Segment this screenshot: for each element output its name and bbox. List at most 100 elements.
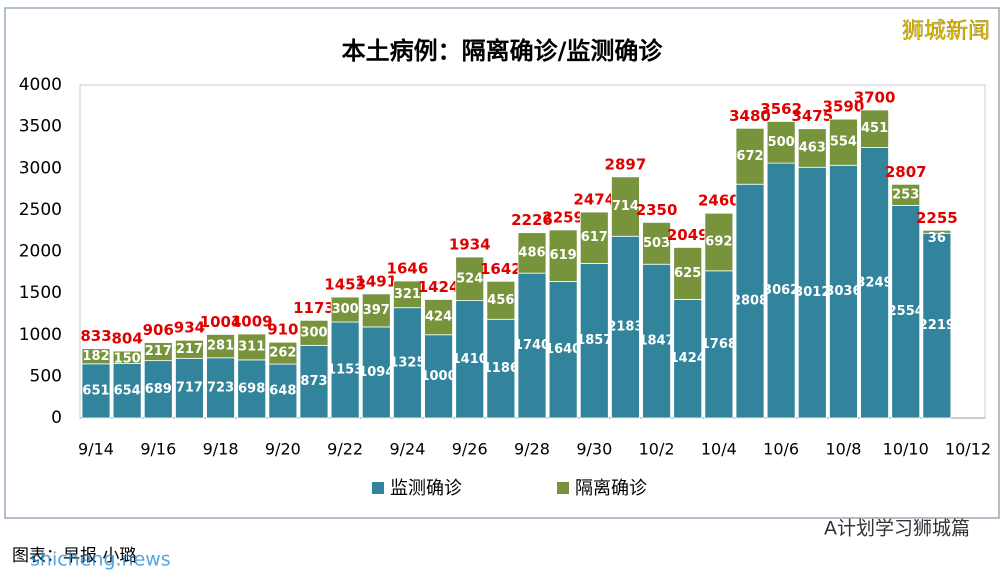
value-label: 2219: [919, 318, 955, 333]
legend-swatch: [557, 482, 569, 494]
legend-label: 监测确诊: [390, 478, 462, 499]
total-label: 1491: [355, 272, 397, 290]
value-label: 321: [394, 287, 421, 302]
bar-segment: [860, 109, 889, 148]
value-label: 463: [799, 140, 826, 155]
bar-segment: [486, 280, 516, 320]
x-tick-label: 10/6: [763, 440, 799, 459]
bar-segment: [860, 147, 889, 419]
value-label: 2554: [888, 304, 924, 319]
total-label: 2897: [605, 155, 647, 173]
bar-segment: [81, 348, 111, 365]
x-tick-label: 10/8: [825, 440, 861, 459]
total-label: 2807: [885, 163, 927, 181]
value-label: 1000: [420, 369, 456, 384]
total-label: 934: [174, 319, 205, 337]
y-tick-label: 500: [30, 366, 62, 386]
legend-label: 隔离确诊: [575, 478, 647, 499]
total-label: 2049: [667, 226, 709, 244]
value-label: 873: [300, 374, 327, 389]
x-tick-label: 9/20: [265, 440, 301, 459]
value-label: 1740: [514, 338, 550, 353]
x-tick-label: 9/14: [78, 440, 114, 459]
value-label: 36: [928, 231, 946, 246]
bar-segment: [797, 128, 827, 168]
bar-segment: [143, 342, 173, 362]
value-label: 281: [207, 339, 234, 354]
x-tick-label: 10/12: [945, 440, 991, 459]
value-label: 217: [176, 342, 203, 357]
total-label: 3562: [760, 100, 802, 118]
total-label: 2474: [573, 191, 615, 209]
chart-title: 本土病例：隔离确诊/监测确诊: [342, 37, 664, 65]
bar-segment: [81, 363, 111, 419]
bar-segment: [766, 121, 796, 164]
bar-segment: [829, 164, 858, 419]
total-label: 1642: [480, 260, 522, 278]
value-label: 182: [82, 349, 109, 364]
total-label: 906: [143, 321, 174, 339]
value-label: 714: [612, 199, 639, 214]
value-label: 1640: [545, 342, 581, 357]
value-label: 217: [145, 344, 172, 359]
bar-segment: [673, 247, 703, 300]
bar-segment: [268, 363, 298, 419]
value-label: 648: [269, 384, 296, 399]
value-label: 451: [861, 121, 888, 136]
value-label: 554: [830, 135, 857, 150]
bar-segment: [797, 166, 827, 419]
x-tick-label: 9/22: [327, 440, 363, 459]
bar-segment: [922, 229, 952, 234]
bar-segment: [206, 357, 235, 419]
total-label: 1004: [200, 313, 242, 331]
value-label: 2808: [732, 294, 768, 309]
total-label: 3480: [729, 107, 771, 125]
value-label: 3249: [856, 275, 892, 290]
value-label: 1410: [452, 352, 488, 367]
total-label: 1009: [231, 313, 273, 331]
value-label: 300: [332, 302, 359, 317]
value-label: 262: [269, 346, 296, 361]
x-tick-label: 9/28: [514, 440, 550, 459]
bar-segment: [393, 307, 422, 419]
value-label: 1153: [327, 363, 363, 378]
watermark: 狮城新闻: [902, 19, 990, 44]
x-tick-label: 9/16: [140, 440, 176, 459]
x-tick-label: 10/2: [639, 440, 675, 459]
bar-segment: [206, 334, 235, 359]
bar-segment: [704, 212, 734, 272]
legend-swatch: [372, 482, 384, 494]
value-label: 300: [300, 325, 327, 340]
value-label: 625: [674, 266, 701, 281]
bar-segment: [299, 319, 329, 346]
bar-segment: [642, 221, 671, 265]
bar-segment: [486, 318, 516, 419]
x-tick-label: 9/30: [576, 440, 612, 459]
value-label: 717: [176, 381, 203, 396]
bar-segment: [112, 363, 142, 419]
y-tick-label: 3000: [19, 158, 62, 178]
bar-segment: [548, 229, 578, 282]
total-label: 1453: [324, 276, 366, 294]
bar-segment: [891, 204, 921, 419]
y-tick-label: 0: [51, 408, 62, 428]
value-label: 617: [581, 230, 608, 245]
bar-segment: [517, 272, 547, 419]
bar-segment: [237, 359, 267, 419]
total-label: 804: [111, 330, 142, 348]
value-label: 397: [363, 303, 390, 318]
y-tick-label: 1000: [19, 325, 62, 345]
bar-segment: [112, 350, 142, 364]
bar-segment: [393, 280, 422, 309]
x-tick-label: 10/10: [883, 440, 929, 459]
value-label: 150: [114, 352, 141, 367]
value-label: 1186: [483, 361, 519, 376]
value-label: 3036: [825, 284, 861, 299]
bar-segment: [548, 281, 578, 419]
total-label: 2255: [916, 209, 958, 227]
total-label: 3475: [791, 107, 833, 125]
value-label: 698: [238, 381, 265, 396]
y-tick-label: 2500: [19, 200, 62, 220]
value-label: 2183: [607, 320, 643, 335]
